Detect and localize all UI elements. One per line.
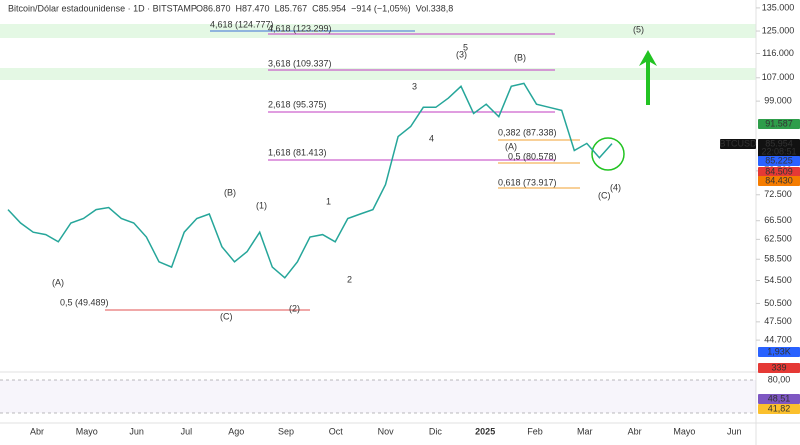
fib-label: 4,618 (123.299) bbox=[268, 23, 332, 33]
y-tick-label: 107.000 bbox=[762, 72, 795, 82]
price-badge bbox=[758, 363, 800, 373]
badge-label: 1,93K bbox=[767, 346, 791, 356]
x-tick-label: Ago bbox=[228, 426, 244, 436]
x-tick-label: Feb bbox=[527, 426, 543, 436]
price-badge bbox=[758, 404, 800, 414]
price-line bbox=[7, 82, 613, 279]
fib-label: 2,618 (95.375) bbox=[268, 99, 327, 109]
y-tick-label: 62.500 bbox=[764, 234, 792, 244]
x-tick-label: Jun bbox=[129, 426, 144, 436]
badge-label: 84.509 bbox=[765, 166, 793, 176]
y-tick-label: 47.500 bbox=[764, 316, 792, 326]
x-tick-label: Sep bbox=[278, 426, 294, 436]
header-value: −914 (−1,05%) bbox=[351, 3, 411, 13]
fib-label: 0,5 (80.578) bbox=[508, 151, 557, 161]
target-zone bbox=[0, 68, 756, 80]
y-tick-label: 50.500 bbox=[764, 298, 792, 308]
badge-label: 22:08:51 bbox=[761, 146, 796, 156]
fib-label: 4,618 (124.777) bbox=[210, 19, 274, 29]
x-tick-label: Abr bbox=[628, 426, 642, 436]
x-tick-label: Nov bbox=[378, 426, 395, 436]
rsi-fill bbox=[0, 380, 756, 413]
badge-label: 41,82 bbox=[768, 403, 791, 413]
y-tick-label: 44.700 bbox=[764, 334, 792, 344]
y-tick-label: 72.500 bbox=[764, 189, 792, 199]
wave-label: (3) bbox=[456, 49, 467, 59]
header-value: C85.954 bbox=[312, 3, 346, 13]
wave-label: (C) bbox=[220, 311, 233, 321]
x-tick-label: Mar bbox=[577, 426, 593, 436]
header-value: L85.767 bbox=[275, 3, 308, 13]
fib-label: 1,618 (81.413) bbox=[268, 147, 327, 157]
badge-label: 91.587 bbox=[765, 118, 793, 128]
x-tick-label: Oct bbox=[329, 426, 344, 436]
wave-label: 5 bbox=[463, 42, 468, 52]
wave-label: 1 bbox=[326, 196, 331, 206]
price-badge bbox=[758, 119, 800, 129]
price-badge bbox=[758, 347, 800, 357]
wave-label: (5) bbox=[633, 24, 644, 34]
y-tick-label: 116.000 bbox=[762, 48, 794, 58]
wave-label: (1) bbox=[256, 200, 267, 210]
wave-label: 4 bbox=[429, 133, 434, 143]
header-title: Bitcoin/Dólar estadounidense · 1D · BITS… bbox=[8, 3, 197, 13]
header-value: Vol.338,8 bbox=[416, 3, 454, 13]
y-tick-label: 99.000 bbox=[764, 96, 792, 106]
x-tick-label: Mayo bbox=[76, 426, 98, 436]
price-badge bbox=[720, 139, 756, 149]
wave-label: (2) bbox=[289, 303, 300, 313]
wave-label: (A) bbox=[505, 141, 517, 151]
price-badge bbox=[758, 156, 800, 166]
wave-label: 3 bbox=[412, 81, 417, 91]
badge-label: 80,00 bbox=[768, 374, 791, 384]
y-tick-label: 58.500 bbox=[764, 254, 792, 264]
wave-label: (C) bbox=[598, 190, 611, 200]
x-tick-label: Jul bbox=[181, 426, 193, 436]
fib-label: 3,618 (109.337) bbox=[268, 58, 332, 68]
header-value: H87.470 bbox=[236, 3, 270, 13]
fib-label: 0,618 (73.917) bbox=[498, 177, 557, 187]
y-tick-label: 54.500 bbox=[764, 275, 792, 285]
x-tick-label: Dic bbox=[429, 426, 442, 436]
fib-label: 0,382 (87.338) bbox=[498, 127, 557, 137]
fib-label: 0,5 (49.489) bbox=[60, 297, 109, 307]
highlight-circle bbox=[591, 137, 625, 171]
badge-label: BTCUSD bbox=[719, 138, 757, 148]
badge-label: 85.225 bbox=[765, 155, 793, 165]
y-tick-label: 66.500 bbox=[764, 215, 792, 225]
badge-label: 48,51 bbox=[768, 393, 791, 403]
y-tick-label: 135.000 bbox=[762, 2, 795, 12]
badge-label: 84.430 bbox=[765, 175, 793, 185]
up-arrow bbox=[639, 50, 657, 105]
x-tick-label: Mayo bbox=[673, 426, 695, 436]
badge-label: 85.954 bbox=[765, 138, 793, 148]
price-badge bbox=[758, 167, 800, 177]
wave-label: 2 bbox=[347, 274, 352, 284]
price-badge bbox=[758, 139, 800, 149]
x-tick-label: 2025 bbox=[475, 426, 495, 436]
price-badge bbox=[758, 394, 800, 404]
header-value: O86.870 bbox=[196, 3, 231, 13]
y-tick-label: 125.000 bbox=[762, 25, 795, 35]
x-tick-label: Abr bbox=[30, 426, 44, 436]
wave-label: (B) bbox=[224, 187, 236, 197]
x-tick-label: Jun bbox=[727, 426, 742, 436]
wave-label: (A) bbox=[52, 277, 64, 287]
price-badge bbox=[758, 176, 800, 186]
badge-label: 339 bbox=[771, 362, 786, 372]
wave-label: (B) bbox=[514, 52, 526, 62]
wave-label: (4) bbox=[610, 182, 621, 192]
price-badge bbox=[758, 147, 800, 157]
